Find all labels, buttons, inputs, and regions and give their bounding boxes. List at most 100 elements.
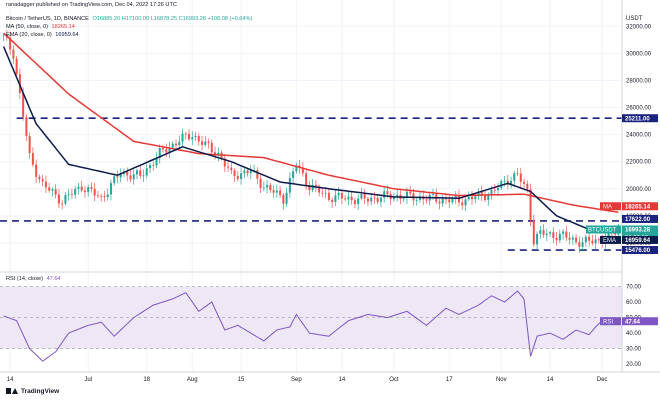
candle-body bbox=[363, 194, 366, 199]
candle-body bbox=[204, 141, 207, 145]
candle-body bbox=[347, 196, 350, 200]
candle-body bbox=[444, 198, 447, 200]
price-tick-label: 22000.00 bbox=[626, 160, 652, 166]
candle-body bbox=[181, 133, 184, 142]
time-tick-label: Jul bbox=[84, 377, 92, 383]
candle-body bbox=[344, 198, 347, 200]
candle-body bbox=[581, 242, 584, 247]
candle-body bbox=[565, 231, 568, 238]
candle-body bbox=[201, 141, 204, 145]
ohlc-values: O16885.20 H17100.00 L16878.25 C16993.28 … bbox=[92, 16, 253, 22]
candle-body bbox=[113, 176, 116, 184]
candle-body bbox=[145, 168, 148, 176]
candle-body bbox=[48, 187, 51, 191]
candle-body bbox=[161, 147, 165, 150]
support-tag-bg bbox=[622, 246, 658, 255]
ema-legend[interactable]: EMA (20, close, 0) 16959.64 bbox=[6, 32, 81, 39]
candle-body bbox=[155, 157, 158, 166]
candle-body bbox=[288, 177, 291, 193]
symbol-title: Bitcoin / TetherUS, 1D, BINANCE bbox=[6, 16, 89, 22]
candle-body bbox=[175, 143, 178, 146]
candle-body bbox=[379, 197, 382, 202]
ma-value: 18265.14 bbox=[51, 24, 75, 30]
rsi-tag-name: RSI bbox=[603, 319, 613, 325]
candle-body bbox=[532, 220, 535, 245]
time-tick-label: 14 bbox=[547, 377, 554, 383]
candle-body bbox=[96, 195, 99, 197]
time-tick-label: 14 bbox=[339, 377, 346, 383]
candle-body bbox=[516, 173, 519, 175]
candle-body bbox=[409, 191, 412, 194]
candle-body bbox=[28, 136, 31, 154]
candle-body bbox=[90, 186, 93, 189]
candle-body bbox=[467, 196, 470, 200]
candle-body bbox=[44, 181, 47, 188]
candle-body bbox=[578, 242, 581, 247]
tradingview-logo[interactable]: TradingView bbox=[6, 387, 59, 395]
candle-body bbox=[415, 199, 418, 201]
candle-body bbox=[249, 170, 252, 174]
candle-body bbox=[327, 192, 330, 200]
time-tick-label: Sep bbox=[291, 377, 302, 383]
ma-tag-name: MA bbox=[603, 204, 612, 210]
candle-body bbox=[41, 179, 44, 182]
candle-body bbox=[539, 230, 542, 234]
candle-body bbox=[545, 233, 548, 235]
rsi-value-tag: 47.64 bbox=[625, 319, 641, 325]
candle-body bbox=[301, 167, 304, 174]
candle-body bbox=[132, 174, 135, 180]
candle-body bbox=[321, 192, 324, 194]
candle-body bbox=[171, 143, 174, 148]
candle-body bbox=[405, 191, 408, 199]
rsi-label: RSI (14, close) bbox=[6, 276, 43, 282]
candle-body bbox=[74, 188, 77, 195]
candle-body bbox=[31, 153, 34, 165]
rsi-legend[interactable]: RSI (14, close) 47.64 bbox=[6, 276, 63, 283]
time-tick-label: 18 bbox=[143, 377, 150, 383]
candle-body bbox=[392, 196, 395, 200]
candle-body bbox=[64, 194, 67, 204]
resistance-upper-tag-bg bbox=[622, 114, 658, 123]
candle-body bbox=[337, 192, 340, 196]
candle-body bbox=[35, 164, 38, 177]
ma-legend[interactable]: MA (50, close, 0) 18265.14 bbox=[6, 24, 77, 31]
candle-body bbox=[188, 133, 191, 140]
candle-body bbox=[22, 92, 25, 118]
time-tick-label: Dec bbox=[597, 377, 608, 383]
candle-body bbox=[230, 167, 233, 171]
candle-body bbox=[165, 149, 168, 153]
rsi-value: 47.64 bbox=[46, 276, 61, 282]
candle-body bbox=[334, 195, 337, 203]
tradingview-logo-icon bbox=[6, 387, 18, 395]
candle-body bbox=[575, 237, 578, 243]
ma-price-tag-bg bbox=[622, 202, 658, 211]
candle-body bbox=[158, 147, 161, 158]
candle-body bbox=[311, 184, 314, 191]
candle-body bbox=[370, 197, 373, 202]
candle-body bbox=[350, 196, 353, 201]
candle-body bbox=[25, 117, 28, 137]
candle-body bbox=[77, 186, 80, 189]
candle-body bbox=[376, 198, 379, 202]
symbol-legend[interactable]: Bitcoin / TetherUS, 1D, BINANCE O16885.2… bbox=[6, 16, 254, 23]
ema-20-line bbox=[2, 46, 619, 231]
candle-body bbox=[526, 183, 529, 190]
candle-body bbox=[9, 37, 12, 50]
time-tick-label: 14 bbox=[7, 377, 14, 383]
candle-body bbox=[119, 173, 122, 178]
candle-body bbox=[562, 231, 565, 234]
candle-body bbox=[269, 185, 272, 191]
candle-body bbox=[240, 173, 243, 180]
resistance-lower-tag: 17622.00 bbox=[625, 217, 651, 223]
candle-body bbox=[470, 196, 474, 200]
price-tick-label: 24000.00 bbox=[626, 133, 652, 139]
candle-body bbox=[308, 185, 311, 191]
candle-body bbox=[360, 194, 363, 199]
candle-body bbox=[70, 194, 73, 196]
support-tag: 15476.00 bbox=[625, 248, 651, 254]
resistance-upper-tag: 25211.00 bbox=[625, 116, 650, 122]
candle-body bbox=[588, 236, 591, 241]
rsi-tag-name-bg bbox=[600, 317, 621, 326]
candle-body bbox=[594, 239, 597, 244]
